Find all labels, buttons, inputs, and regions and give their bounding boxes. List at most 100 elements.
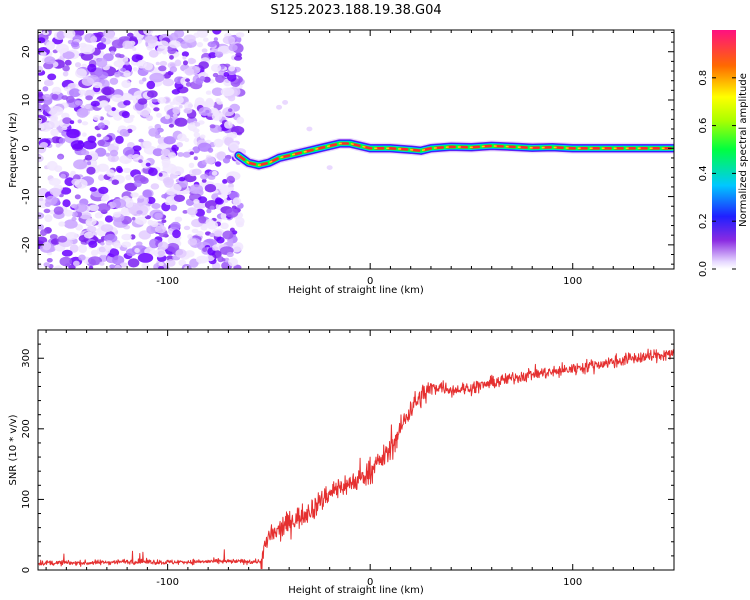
- noise-blob: [218, 69, 225, 76]
- noise-blob: [86, 225, 97, 233]
- noise-blob: [44, 214, 53, 223]
- noise-blob: [38, 117, 43, 124]
- noise-blob: [230, 131, 238, 139]
- noise-blob: [282, 100, 289, 105]
- noise-blob: [143, 30, 154, 36]
- noise-blob: [109, 77, 119, 85]
- noise-blob: [144, 35, 158, 44]
- noise-blob: [38, 212, 45, 220]
- noise-blob: [122, 167, 132, 173]
- noise-blob: [148, 167, 158, 176]
- noise-blob: [188, 162, 195, 168]
- noise-blob: [234, 55, 243, 61]
- noise-blob: [80, 52, 94, 61]
- noise-blob: [212, 246, 219, 251]
- noise-blob: [146, 196, 156, 204]
- noise-blob: [106, 169, 115, 177]
- noise-blob: [58, 221, 66, 227]
- noise-blob: [127, 128, 133, 134]
- noise-blob: [138, 138, 144, 143]
- noise-blob: [136, 210, 143, 215]
- noise-blob: [306, 126, 313, 132]
- noise-blob: [114, 71, 121, 78]
- noise-blob: [83, 231, 94, 239]
- noise-blob: [164, 114, 171, 120]
- noise-blob: [62, 199, 71, 208]
- noise-blob: [75, 62, 81, 68]
- noise-blob: [82, 132, 87, 137]
- noise-blob: [111, 179, 120, 185]
- noise-blob: [205, 156, 216, 165]
- noise-blob: [178, 177, 186, 182]
- noise-blob: [184, 250, 195, 258]
- noise-blob: [134, 248, 140, 253]
- noise-blob: [40, 229, 48, 237]
- noise-blob: [97, 71, 109, 80]
- noise-blob: [123, 100, 131, 106]
- noise-blob: [149, 72, 165, 83]
- noise-blob: [61, 126, 68, 131]
- noise-blob: [111, 107, 116, 112]
- noise-blob: [175, 248, 187, 258]
- heatmap-frame: [37, 29, 675, 270]
- noise-blob: [205, 218, 215, 227]
- noise-blob: [44, 80, 54, 87]
- noise-blob: [146, 80, 156, 90]
- noise-blob: [88, 240, 98, 248]
- noise-blob: [119, 262, 128, 268]
- noise-blob: [181, 51, 189, 57]
- noise-blob: [216, 151, 227, 161]
- noise-blob: [113, 60, 124, 68]
- snr-frame: [37, 329, 675, 571]
- noise-blob: [111, 94, 124, 103]
- noise-blob: [227, 94, 236, 102]
- noise-blob: [78, 254, 86, 261]
- noise-blob: [229, 227, 235, 232]
- noise-blob: [170, 166, 185, 176]
- noise-blob: [96, 42, 107, 50]
- noise-blob: [113, 242, 122, 249]
- noise-blob: [92, 115, 101, 121]
- x-tick-label: -100: [156, 577, 179, 588]
- noise-blob: [211, 170, 218, 176]
- noise-blob: [100, 241, 105, 246]
- noise-blob: [169, 32, 179, 41]
- noise-blob: [229, 142, 239, 152]
- noise-blob: [73, 159, 88, 170]
- noise-blob: [213, 138, 224, 148]
- noise-blob: [88, 265, 94, 269]
- noise-blob: [169, 101, 176, 106]
- noise-blob: [158, 262, 164, 267]
- noise-blob: [105, 240, 113, 246]
- noise-blob: [78, 244, 88, 254]
- noise-blob: [130, 95, 136, 101]
- noise-blob: [185, 78, 190, 83]
- noise-blob: [326, 165, 333, 171]
- noise-blob: [235, 32, 245, 38]
- noise-blob: [207, 41, 217, 48]
- noise-blob: [104, 215, 114, 223]
- noise-blob: [54, 265, 63, 269]
- noise-blob: [135, 241, 143, 246]
- noise-blob: [146, 45, 154, 51]
- noise-blob: [71, 211, 78, 218]
- noise-blob: [104, 104, 112, 112]
- noise-blob: [69, 88, 81, 98]
- noise-blob: [44, 106, 51, 112]
- noise-blob: [209, 232, 215, 238]
- noise-blob: [212, 72, 219, 78]
- noise-blob: [214, 51, 224, 58]
- noise-blob: [96, 245, 111, 256]
- noise-blob: [182, 55, 187, 60]
- noise-blob: [204, 99, 215, 108]
- noise-blob: [65, 232, 78, 240]
- noise-blob: [62, 51, 75, 60]
- noise-blob: [148, 49, 159, 58]
- noise-blob: [142, 140, 152, 148]
- noise-blob: [64, 209, 73, 217]
- noise-blob: [114, 264, 122, 269]
- noise-blob: [131, 216, 136, 221]
- noise-blob: [132, 145, 142, 152]
- noise-blob: [60, 187, 72, 195]
